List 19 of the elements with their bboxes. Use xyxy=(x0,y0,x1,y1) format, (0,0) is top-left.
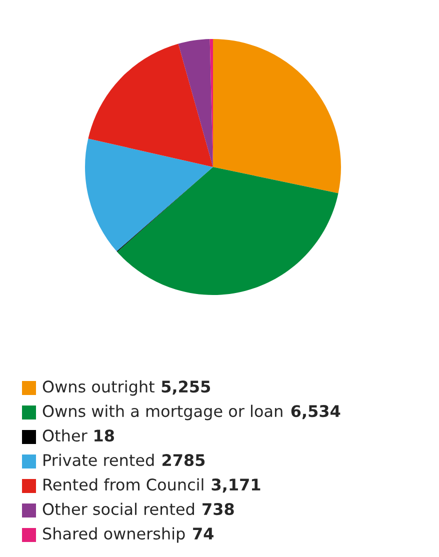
pie-slice xyxy=(85,138,213,252)
pie-slice xyxy=(178,39,213,167)
legend-label: Owns outright xyxy=(42,380,154,396)
pie-slice xyxy=(213,39,341,194)
legend-label: Shared ownership xyxy=(43,527,185,543)
data-label: 738 xyxy=(202,503,234,516)
legend-label: Rented from Council xyxy=(44,478,204,491)
data-label: 5,255 xyxy=(162,380,210,395)
pie-slice xyxy=(88,44,213,167)
data-label: 2785 xyxy=(162,454,205,466)
legend-label: Other xyxy=(42,429,88,442)
legend-label: Other social rented xyxy=(42,502,194,516)
legend-label: Private rented xyxy=(44,454,154,466)
data-label: 3,171 xyxy=(212,478,260,493)
data-label: 6,534 xyxy=(291,405,340,420)
data-label: 74 xyxy=(193,528,214,540)
legend-label: Owns with a mortgage or loan xyxy=(42,404,282,420)
pie-slice xyxy=(117,167,338,295)
data-label: 18 xyxy=(94,430,114,442)
